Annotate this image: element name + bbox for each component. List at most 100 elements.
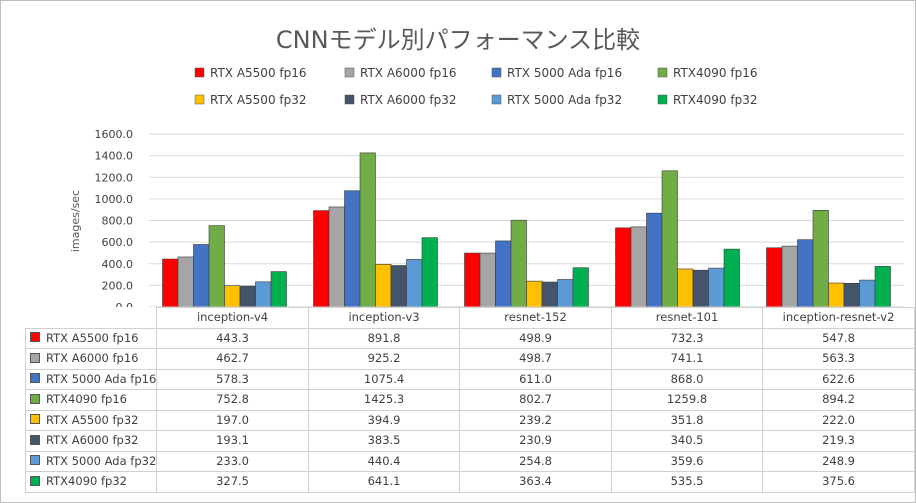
table-row: RTX4090 fp32 327.5 641.1 363.4 535.5 375.6 bbox=[24, 471, 915, 493]
legend-swatch bbox=[344, 67, 355, 78]
x-category-label: resnet-101 bbox=[610, 307, 764, 329]
chart-canvas: CNNモデル別パフォーマンス比較 RTX A5500 fp16 RTX A6000… bbox=[69, 26, 904, 307]
data-label: 868.0 bbox=[610, 368, 764, 390]
x-category-label: inception-v3 bbox=[307, 307, 461, 329]
bar bbox=[313, 210, 330, 307]
bar bbox=[781, 245, 798, 307]
bar bbox=[526, 280, 543, 307]
data-label: 193.1 bbox=[156, 430, 309, 452]
legend-swatch bbox=[657, 67, 668, 78]
legend-swatch bbox=[194, 67, 205, 78]
table-row-header: RTX A6000 fp32 bbox=[24, 430, 158, 452]
data-label: 498.7 bbox=[459, 348, 612, 370]
data-label: 1075.4 bbox=[307, 368, 461, 390]
data-label: 802.7 bbox=[459, 389, 612, 411]
legend-key-swatch bbox=[30, 475, 40, 486]
y-axis: 0.0 200.0 400.0 600.0 800.0 1000.0 1200.0 1400.… bbox=[95, 128, 134, 307]
bar bbox=[421, 237, 438, 307]
data-label: 1425.3 bbox=[307, 389, 461, 411]
bar bbox=[812, 210, 829, 307]
data-label: 1259.8 bbox=[610, 389, 764, 411]
series-name: RTX 5000 Ada fp16 bbox=[46, 371, 157, 386]
legend-entry: RTX A5500 fp16 bbox=[210, 66, 307, 80]
data-label: 233.0 bbox=[156, 450, 309, 472]
bar bbox=[859, 279, 876, 307]
bar bbox=[874, 266, 891, 307]
bar bbox=[239, 285, 256, 307]
legend-key-swatch bbox=[30, 414, 40, 425]
series-name: RTX 5000 Ada fp32 bbox=[46, 453, 157, 468]
legend-key-swatch bbox=[30, 434, 40, 445]
table-row-header: RTX4090 fp32 bbox=[24, 471, 158, 493]
bar bbox=[615, 227, 632, 307]
data-label: 351.8 bbox=[610, 409, 764, 431]
table-row: RTX A5500 fp16 443.3 891.8 498.9 732.3 547.8 bbox=[24, 327, 915, 349]
y-tick-label: 600.0 bbox=[102, 236, 134, 249]
data-label: 383.5 bbox=[307, 430, 461, 452]
data-label: 641.1 bbox=[307, 471, 461, 493]
bar bbox=[646, 212, 663, 307]
legend-entry: RTX A6000 fp32 bbox=[360, 93, 457, 107]
bar bbox=[406, 259, 423, 307]
bar bbox=[572, 267, 589, 307]
bar bbox=[464, 252, 481, 307]
data-label: 254.8 bbox=[459, 450, 612, 472]
legend-entry: RTX4090 fp32 bbox=[673, 93, 757, 107]
bar bbox=[843, 282, 860, 307]
legend-entry: RTX A6000 fp16 bbox=[360, 66, 457, 80]
bar bbox=[828, 282, 845, 307]
legend-key-swatch bbox=[30, 332, 40, 343]
data-label: 375.6 bbox=[762, 471, 915, 493]
table-row: RTX 5000 Ada fp16 578.3 1075.4 611.0 868.0 62… bbox=[24, 368, 915, 390]
data-label: 239.2 bbox=[459, 409, 612, 431]
y-tick-label: 1000.0 bbox=[95, 193, 134, 206]
bar bbox=[390, 265, 407, 307]
legend-key-swatch bbox=[30, 455, 40, 466]
y-axis-label: images/sec bbox=[69, 190, 82, 252]
table-row: RTX A6000 fp16 462.7 925.2 498.7 741.1 563.3 bbox=[24, 348, 915, 370]
table-row-header: RTX A6000 fp16 bbox=[24, 348, 158, 370]
bar bbox=[677, 268, 694, 307]
table-row: RTX4090 fp16 752.8 1425.3 802.7 1259.8 894.2 bbox=[24, 389, 915, 411]
bar bbox=[766, 247, 783, 307]
chart-title: CNNモデル別パフォーマンス比較 bbox=[276, 26, 640, 54]
bar bbox=[270, 271, 287, 307]
legend-swatch bbox=[344, 94, 355, 105]
data-label: 230.9 bbox=[459, 430, 612, 452]
table-row-header: RTX A5500 fp16 bbox=[24, 327, 158, 349]
series-name: RTX A5500 fp32 bbox=[46, 412, 139, 427]
data-label: 219.3 bbox=[762, 430, 915, 452]
table-row-header: RTX 5000 Ada fp32 bbox=[24, 450, 158, 472]
x-category-label: inception-resnet-v2 bbox=[762, 307, 915, 329]
bar bbox=[708, 267, 725, 307]
table-row: RTX 5000 Ada fp32 233.0 440.4 254.8 359.6 248… bbox=[24, 450, 915, 472]
bar bbox=[557, 279, 574, 307]
data-label: 443.3 bbox=[156, 327, 309, 349]
bar bbox=[193, 244, 210, 307]
series-name: RTX4090 fp16 bbox=[46, 392, 127, 407]
x-category-label: resnet-152 bbox=[459, 307, 612, 329]
data-label: 611.0 bbox=[459, 368, 612, 390]
bar bbox=[661, 170, 678, 307]
bar bbox=[723, 248, 740, 307]
bar bbox=[255, 281, 272, 307]
bar bbox=[359, 152, 376, 307]
legend-swatch bbox=[194, 94, 205, 105]
data-label: 535.5 bbox=[610, 471, 764, 493]
bar bbox=[479, 252, 496, 307]
legend-swatch bbox=[657, 94, 668, 105]
bar bbox=[541, 281, 558, 307]
bar bbox=[630, 226, 647, 307]
bar bbox=[692, 269, 709, 307]
data-label: 925.2 bbox=[307, 348, 461, 370]
bar bbox=[495, 240, 512, 307]
legend-key-swatch bbox=[30, 373, 40, 384]
table-row: RTX A5500 fp32 197.0 394.9 239.2 351.8 222.0 bbox=[24, 409, 915, 431]
y-tick-label: 800.0 bbox=[102, 215, 134, 228]
data-label: 741.1 bbox=[610, 348, 764, 370]
table-corner bbox=[25, 307, 158, 329]
data-label: 894.2 bbox=[762, 389, 915, 411]
data-table: inception-v4 inception-v3 resnet-152 resnet… bbox=[24, 307, 915, 493]
y-tick-label: 1200.0 bbox=[95, 171, 134, 184]
bar bbox=[797, 239, 814, 307]
